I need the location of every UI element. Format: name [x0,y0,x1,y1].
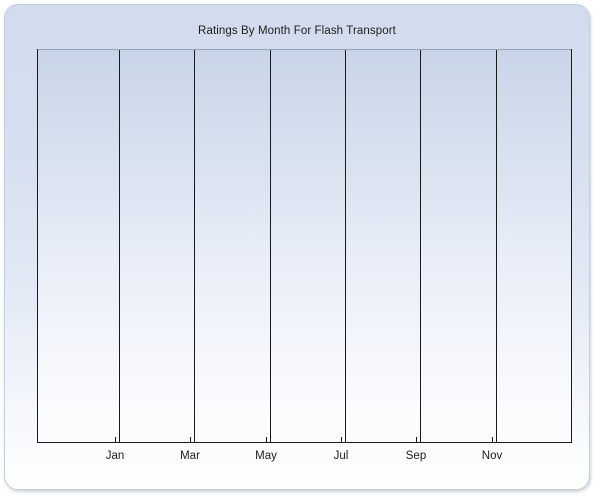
chart-panel[interactable]: Jan Mar May Jul Sep Nov Ratings By Month… [4,4,590,490]
chart-title: Ratings By Month For Flash Transport [198,25,396,37]
x-tick-label-may: May [255,450,277,462]
x-tick-label-jul: Jul [333,450,349,462]
x-tick-label-sep: Sep [405,450,427,462]
x-tick-sep [416,437,417,443]
x-tick-nov [492,437,493,443]
plot-right-border [571,49,572,443]
gridline-mar [194,50,195,443]
gridline-sep [420,50,421,443]
plot-area[interactable] [37,49,571,443]
gridline-jan [119,50,120,443]
gridline-nov [496,50,497,443]
x-tick-jul [341,437,342,443]
x-tick-label-mar: Mar [180,450,200,462]
gridline-may [270,50,271,443]
x-tick-may [266,437,267,443]
x-tick-mar [190,437,191,443]
x-tick-jan [115,437,116,443]
x-tick-label-nov: Nov [481,450,503,462]
x-axis-line [37,442,572,443]
x-tick-label-jan: Jan [105,450,125,462]
gridline-jul [345,50,346,443]
y-axis-line [37,49,38,443]
